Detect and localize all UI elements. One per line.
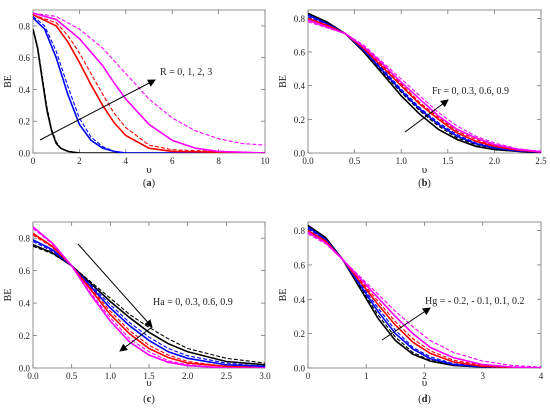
parameter-annotation: R = 0, 1, 2, 3 bbox=[160, 67, 212, 78]
parameter-arrow bbox=[381, 307, 431, 341]
y-tick-label: 0.8 bbox=[294, 226, 306, 236]
series-line-7 bbox=[33, 12, 265, 146]
plot-frame bbox=[307, 9, 542, 154]
panel-a: 0.0 0.2 0.4 0.6 0.8 0 2 4 6 8 10 BE υ R = 0, 1, 2, 3 (… bbox=[3, 9, 271, 189]
x-tick-label: 1 bbox=[364, 371, 369, 381]
y-tick-label: 0.4 bbox=[19, 299, 31, 309]
y-tick-label: 0.8 bbox=[294, 14, 306, 24]
y-tick-label: 0.2 bbox=[294, 329, 305, 339]
series-line-7 bbox=[33, 228, 265, 368]
y-axis-label: BE bbox=[278, 289, 289, 302]
parameter-arrow bbox=[39, 79, 156, 141]
panel-caption: (a) bbox=[143, 178, 156, 189]
y-axis-label: BE bbox=[3, 75, 14, 88]
x-tick-label: 2.5 bbox=[221, 371, 233, 381]
y-tick-label: 0.4 bbox=[294, 81, 306, 91]
series-line-4 bbox=[33, 14, 265, 153]
series-line-5 bbox=[308, 230, 541, 368]
y-tick-label: 0.2 bbox=[19, 331, 30, 341]
x-tick-label: 2.5 bbox=[535, 156, 547, 166]
x-tick-label: 1.5 bbox=[442, 156, 454, 166]
panel-b: 0.0 0.2 0.4 0.6 0.8 0.0 0.5 1.0 1.5 2.0 2.5 BE υ Fr =… bbox=[278, 9, 547, 189]
y-tick-label: 0.2 bbox=[19, 117, 30, 127]
y-tick-label: 0.4 bbox=[294, 295, 306, 305]
x-tick-label: 8 bbox=[216, 156, 221, 166]
x-tick-label: 6 bbox=[170, 156, 175, 166]
panel-c: 0.0 0.2 0.4 0.6 0.8 0.0 0.5 1.0 1.5 2.0 2.5 3.0 BE υ H… bbox=[3, 221, 271, 405]
plot-frame bbox=[32, 221, 266, 369]
x-tick-label: 4 bbox=[539, 371, 544, 381]
x-tick-label: 0.5 bbox=[66, 371, 78, 381]
x-tick-label: 0.0 bbox=[27, 371, 39, 381]
series-line-3 bbox=[33, 241, 265, 367]
x-tick-label: 1.5 bbox=[143, 371, 155, 381]
parameter-arrow bbox=[77, 243, 153, 328]
x-tick-label: 4 bbox=[124, 156, 129, 166]
x-axis-label: υ bbox=[146, 164, 152, 176]
series-line-1 bbox=[33, 28, 265, 153]
x-tick-label: 2.0 bbox=[489, 156, 501, 166]
panel-caption: (d) bbox=[418, 394, 431, 405]
y-tick-label: 0.0 bbox=[294, 364, 306, 374]
y-tick-label: 0.6 bbox=[19, 266, 31, 276]
panel-caption: (b) bbox=[418, 178, 431, 189]
y-tick-label: 0.0 bbox=[294, 149, 306, 159]
parameter-annotation: Hg = - 0.2, - 0.1, 0.1, 0.2 bbox=[425, 296, 525, 307]
x-tick-label: 2.0 bbox=[182, 371, 194, 381]
series-line-2 bbox=[308, 14, 541, 153]
panel-d: 0.0 0.2 0.4 0.6 0.8 0 1 2 3 4 BE υ Hg = - 0.2, - 0.1… bbox=[278, 221, 544, 405]
y-tick-label: 0.0 bbox=[19, 364, 31, 374]
series-line-7 bbox=[308, 21, 541, 152]
x-tick-label: 2 bbox=[422, 371, 427, 381]
x-tick-label: 3 bbox=[481, 371, 486, 381]
series-line-7 bbox=[308, 233, 541, 368]
y-axis-label: BE bbox=[278, 75, 289, 88]
x-axis-label: υ bbox=[422, 377, 428, 389]
x-tick-label: 3.0 bbox=[259, 371, 271, 381]
parameter-arrow-2 bbox=[119, 326, 153, 352]
y-tick-label: 0.6 bbox=[294, 260, 306, 270]
x-tick-label: 0 bbox=[31, 156, 36, 166]
series-line-5 bbox=[33, 14, 265, 153]
x-tick-label: 2 bbox=[77, 156, 82, 166]
series-line-5 bbox=[33, 234, 265, 368]
parameter-annotation: Fr = 0, 0.3, 0.6, 0.9 bbox=[432, 86, 509, 97]
panel-caption: (c) bbox=[143, 394, 155, 405]
series-line-6 bbox=[33, 12, 265, 153]
x-axis-label: υ bbox=[422, 164, 428, 176]
x-tick-label: 0 bbox=[306, 371, 311, 381]
x-tick-label: 0.5 bbox=[349, 156, 361, 166]
parameter-annotation: Ha = 0, 0.3, 0.6, 0.9 bbox=[153, 297, 233, 308]
series-line-3 bbox=[33, 15, 265, 153]
x-tick-label: 1.0 bbox=[105, 371, 117, 381]
x-axis-label: υ bbox=[146, 377, 152, 389]
y-tick-label: 0.8 bbox=[19, 21, 31, 31]
x-tick-label: 1.0 bbox=[396, 156, 408, 166]
y-tick-label: 0.0 bbox=[19, 149, 31, 159]
y-tick-label: 0.4 bbox=[19, 85, 31, 95]
series-line-1 bbox=[308, 14, 541, 153]
x-tick-label: 0.0 bbox=[302, 156, 314, 166]
plot-frame bbox=[307, 221, 542, 369]
y-tick-label: 0.6 bbox=[19, 53, 31, 63]
series-line-0 bbox=[33, 28, 265, 153]
series-line-1 bbox=[33, 245, 265, 364]
x-tick-label: 10 bbox=[261, 156, 271, 166]
plot-frame bbox=[32, 9, 266, 154]
y-axis-label: BE bbox=[3, 289, 14, 302]
series-line-3 bbox=[308, 16, 541, 153]
y-tick-label: 0.8 bbox=[19, 234, 31, 244]
parameter-arrow bbox=[404, 99, 449, 133]
y-tick-label: 0.2 bbox=[294, 115, 305, 125]
series-line-0 bbox=[308, 12, 541, 153]
y-tick-label: 0.6 bbox=[294, 48, 306, 58]
